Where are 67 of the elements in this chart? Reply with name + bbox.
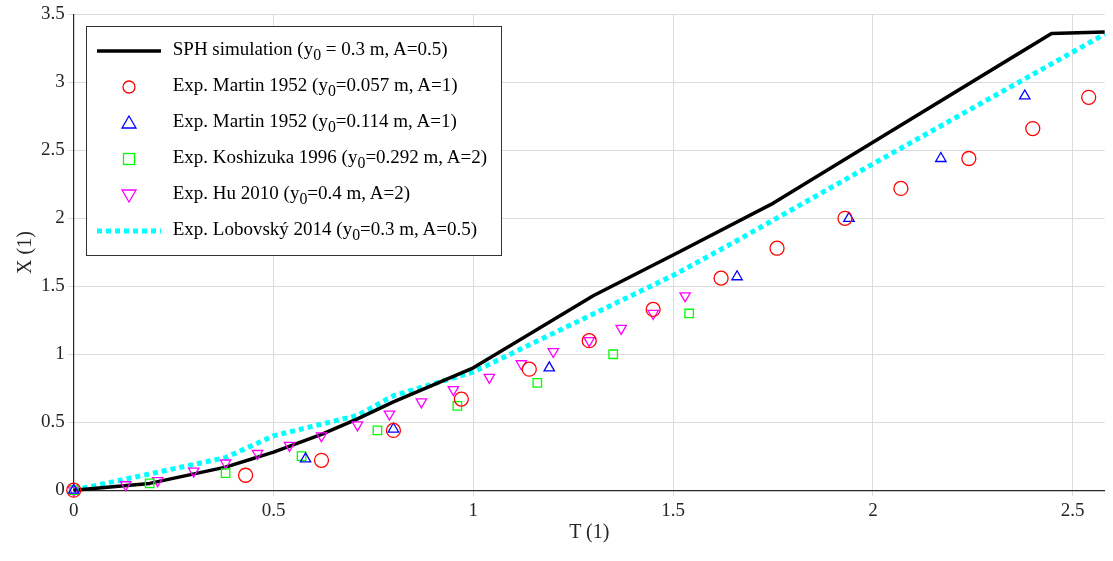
point bbox=[843, 211, 855, 222]
point bbox=[187, 467, 200, 478]
point bbox=[151, 477, 164, 488]
point bbox=[615, 324, 628, 336]
y-tick-label: 0.5 bbox=[41, 410, 65, 432]
point bbox=[219, 459, 232, 470]
legend-label: Exp. Koshizuka 1996 (y$_{0}$=0.292 m, A=2) bbox=[172, 146, 488, 173]
x-tick-label: 0 bbox=[69, 498, 79, 520]
point bbox=[313, 452, 330, 468]
point bbox=[521, 361, 537, 377]
point bbox=[452, 401, 463, 411]
legend-label: Exp. Hu 2010 (y$_{0}$=0.4 m, A=2) bbox=[172, 182, 411, 209]
y-tick-label: 3.5 bbox=[41, 2, 65, 24]
point bbox=[645, 301, 661, 318]
point bbox=[453, 391, 470, 407]
y-tick-label: 2.5 bbox=[41, 138, 65, 160]
x-tick-label: 1.5 bbox=[661, 498, 686, 520]
legend-label: SPH simulation (y$_{0}$ = 0.3 m, A=0.5) bbox=[172, 38, 448, 65]
legend-label: Exp. Martin 1952 (y$_{0}$=0.114 m, A=1) bbox=[172, 110, 457, 137]
x-tick-label: 0.5 bbox=[261, 498, 286, 520]
point bbox=[119, 481, 132, 492]
point bbox=[837, 210, 853, 226]
point bbox=[1018, 89, 1031, 100]
point bbox=[893, 180, 909, 197]
point bbox=[447, 385, 460, 397]
point bbox=[315, 432, 328, 443]
point bbox=[283, 441, 296, 452]
point bbox=[385, 422, 402, 439]
point bbox=[731, 270, 743, 281]
point bbox=[144, 478, 155, 489]
point bbox=[296, 451, 307, 462]
y-tick-label: 1 bbox=[55, 342, 65, 364]
point bbox=[608, 349, 619, 360]
legend-label: Exp. Lobovský 2014 (y$_{0}$=0.3 m, A=0.5) bbox=[172, 218, 478, 245]
point bbox=[1081, 89, 1097, 105]
legend-label: Exp. Martin 1952 (y$_{0}$=0.057 m, A=1) bbox=[172, 74, 458, 101]
point bbox=[647, 309, 660, 321]
y-tick-label: 2 bbox=[55, 206, 65, 228]
point bbox=[769, 240, 785, 256]
point bbox=[713, 270, 729, 286]
point bbox=[543, 361, 556, 372]
point bbox=[383, 410, 396, 421]
point bbox=[251, 449, 264, 461]
point bbox=[532, 377, 543, 388]
y-tick-label: 0 bbox=[55, 478, 65, 500]
point bbox=[684, 308, 695, 319]
x-axis-title: T (1) bbox=[569, 520, 610, 544]
point bbox=[1025, 120, 1041, 137]
point bbox=[679, 292, 691, 303]
x-tick-label: 2.5 bbox=[1060, 498, 1085, 520]
y-axis-title: X (1) bbox=[12, 230, 36, 274]
point bbox=[351, 421, 364, 432]
x-tick-label: 2 bbox=[868, 498, 878, 520]
point bbox=[515, 360, 528, 371]
point bbox=[483, 373, 496, 385]
point bbox=[237, 467, 254, 483]
point bbox=[547, 347, 560, 359]
point bbox=[220, 468, 231, 479]
x-tick-label: 1 bbox=[468, 498, 479, 520]
y-tick-label: 1.5 bbox=[41, 274, 65, 296]
point bbox=[935, 151, 947, 163]
point bbox=[583, 337, 596, 348]
y-tick-label: 3 bbox=[55, 70, 65, 92]
point bbox=[415, 398, 428, 409]
point bbox=[961, 150, 977, 167]
point bbox=[581, 333, 597, 349]
point bbox=[372, 425, 383, 436]
